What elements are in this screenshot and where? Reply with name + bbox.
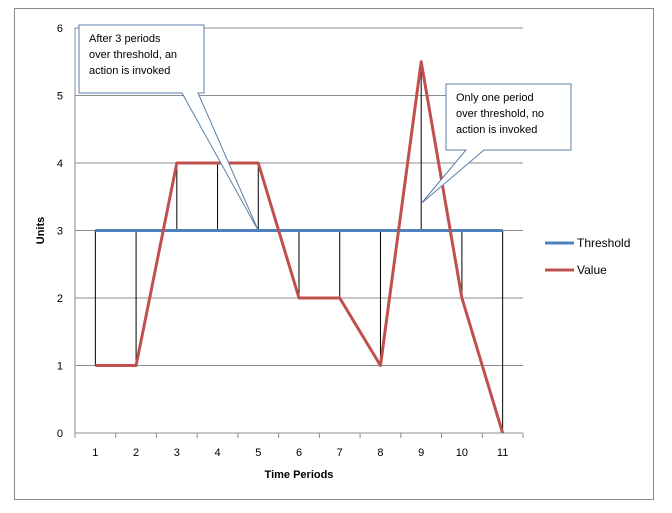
legend: Threshold Value	[545, 236, 630, 277]
series-line-value	[95, 60, 505, 434]
y-tick-label: 1	[57, 361, 63, 373]
callout-2: Only one period over threshold, no action …	[420, 83, 572, 204]
x-tick-label: 8	[377, 447, 383, 459]
y-tick-label: 6	[57, 23, 63, 35]
callout-text-line: over threshold, no	[456, 108, 544, 120]
x-tick-label: 4	[214, 447, 220, 459]
x-tick-label: 11	[497, 447, 508, 459]
legend-label-threshold: Threshold	[577, 236, 630, 250]
x-tick-label: 10	[456, 447, 468, 459]
x-tick-label: 3	[174, 447, 180, 459]
callout-shape	[78, 24, 259, 231]
x-tick-label: 1	[92, 447, 98, 459]
series-lines	[95, 60, 505, 434]
y-tick-labels: 0 1 2 3 4 5 6	[57, 23, 63, 440]
x-tick-label: 7	[337, 447, 343, 459]
y-tick-label: 5	[57, 91, 63, 103]
y-axis-title: Units	[35, 217, 47, 245]
y-tick-label: 2	[57, 293, 63, 305]
y-tick-label: 4	[57, 158, 63, 170]
x-tick-label: 6	[296, 447, 302, 459]
callout-text-line: action is invoked	[89, 65, 170, 77]
drop-lines	[94, 61, 504, 433]
x-tick-label: 2	[133, 447, 139, 459]
callouts: After 3 periods over threshold, an action …	[78, 24, 572, 231]
x-tick-label: 9	[418, 447, 424, 459]
x-axis-title: Time Periods	[265, 469, 334, 481]
callout-shape	[420, 83, 572, 204]
y-tick-label: 0	[57, 428, 63, 440]
x-tick-labels: 1 2 3 4 5 6 7 8 9 10 11	[92, 447, 508, 459]
callout-text-line: over threshold, an	[89, 49, 177, 61]
callout-1: After 3 periods over threshold, an action …	[78, 24, 259, 231]
callout-text-line: action is invoked	[456, 124, 537, 136]
callout-text-line: After 3 periods	[89, 33, 161, 45]
y-tick-label: 3	[57, 226, 63, 238]
callout-text-line: Only one period	[456, 92, 534, 104]
legend-label-value: Value	[577, 263, 607, 277]
x-tick-label: 5	[255, 447, 261, 459]
